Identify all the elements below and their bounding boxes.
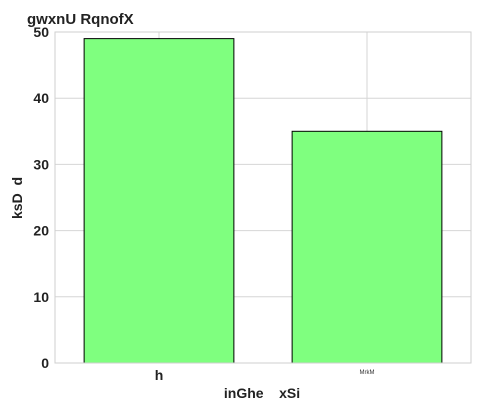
x-axis-ticks: h MrkM [155, 367, 375, 383]
bar-MrkM [291, 130, 443, 364]
bar-h [83, 38, 235, 364]
y-tick-label: 50 [33, 24, 49, 40]
plot-area [54, 31, 472, 364]
chart-title: gwxnU RqnofX [27, 11, 134, 28]
y-tick-label: 0 [41, 355, 49, 371]
y-axis-label: ksD d [9, 177, 25, 219]
x-axis-label: inGhe xSi [224, 385, 300, 401]
x-tick-label: h [155, 367, 164, 383]
x-tick-label: MrkM [360, 370, 375, 376]
y-tick-label: 20 [33, 223, 49, 239]
y-tick-label: 30 [33, 156, 49, 172]
bars [83, 38, 443, 364]
y-tick-label: 10 [33, 289, 49, 305]
y-axis-ticks: 0 10 20 30 40 50 [33, 24, 49, 371]
y-tick-label: 40 [33, 90, 49, 106]
